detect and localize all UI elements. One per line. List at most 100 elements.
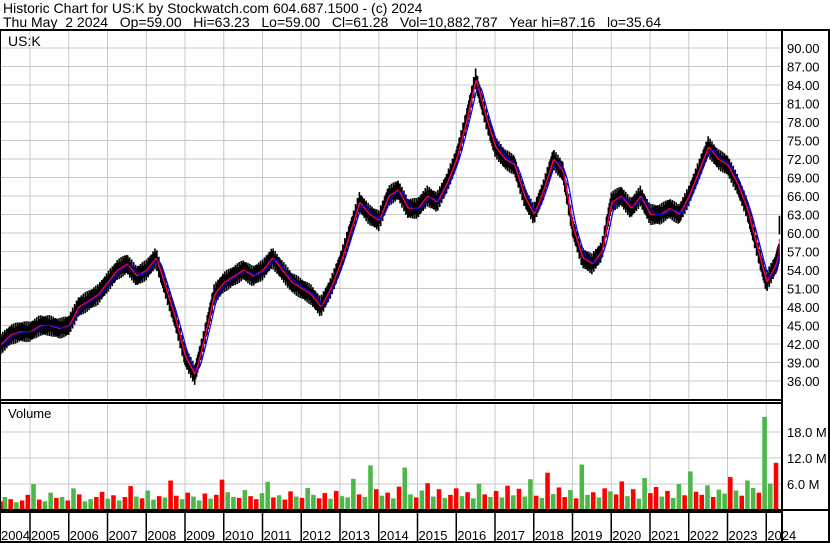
year-label: 2017 [496, 528, 525, 543]
volume-bar [705, 485, 710, 510]
volume-bar [402, 467, 408, 510]
volume-bar [25, 494, 31, 510]
volume-bar [596, 497, 602, 510]
price-tick-label: 72.00 [787, 152, 820, 167]
volume-bar [505, 485, 510, 510]
year-label: 2008 [147, 528, 176, 543]
volume-bar [693, 491, 699, 510]
year-label: 2012 [302, 528, 331, 543]
year-label: 2016 [457, 528, 486, 543]
volume-bar [99, 491, 105, 510]
volume-bar [648, 493, 653, 510]
volume-bar [636, 498, 642, 510]
volume-bar [431, 496, 436, 510]
volume-bar [608, 491, 613, 510]
volume-bar [682, 495, 687, 510]
volume-bar [453, 488, 459, 510]
volume-bar [471, 498, 476, 510]
volume-bar [413, 497, 419, 510]
volume-bar [676, 484, 682, 510]
volume-bar [602, 488, 607, 510]
volume-bar [305, 487, 310, 510]
volume-bar [213, 494, 219, 510]
volume-bar [71, 488, 76, 510]
year-label: 2024 [767, 528, 796, 543]
year-label: 2023 [729, 528, 758, 543]
price-tick-label: 69.00 [787, 171, 820, 186]
volume-bar [510, 495, 516, 510]
volume-bar [253, 499, 259, 510]
axis-labels: 36.00 39.00 42.00 45.00 48.00 51.00 54.00 57.00… [1, 41, 827, 543]
volume-bar [499, 497, 505, 510]
volume-bar [31, 484, 36, 510]
volume-bar [271, 497, 276, 510]
volume-bar [459, 496, 465, 510]
volume-bar [745, 480, 750, 510]
price-tick-label: 66.00 [787, 189, 820, 204]
year-label: 2004 [1, 528, 30, 543]
volume-bar [168, 480, 173, 510]
volume-bar [493, 490, 499, 510]
volume-bar [122, 497, 128, 510]
volume-bar [436, 489, 442, 510]
volume-bar [556, 487, 562, 510]
volume-bar [568, 490, 573, 510]
price-tick-label: 78.00 [787, 115, 820, 130]
volume-bar [545, 472, 550, 510]
volume-bar [88, 499, 93, 510]
volume-bar [236, 497, 242, 510]
volume-bar [116, 500, 122, 510]
volume-bar [299, 497, 305, 510]
volume-bar [448, 494, 453, 510]
year-label: 2011 [264, 528, 292, 543]
volume-bar [276, 495, 282, 510]
year-label: 2018 [535, 528, 564, 543]
volume-bar [14, 502, 19, 510]
price-tick-label: 54.00 [787, 263, 820, 278]
symbol-label: US:K [8, 33, 41, 49]
volume-bar [76, 494, 82, 510]
long-moving-average-line [0, 86, 780, 371]
volume-bar [522, 496, 527, 510]
volume-bar [385, 492, 390, 510]
price-tick-label: 87.00 [787, 60, 820, 75]
volume-bar [653, 487, 659, 510]
volume-bar [191, 496, 196, 510]
volume-bar [762, 416, 767, 510]
year-label: 2013 [341, 528, 370, 543]
short-moving-average-line [0, 80, 780, 375]
volume-bar [362, 497, 368, 510]
volume-bar [773, 462, 779, 510]
volume-bar [368, 465, 373, 510]
price-series [0, 68, 781, 385]
volume-bar [328, 498, 333, 510]
volume-bar [42, 501, 48, 510]
quote-summary: Thu May 2 2024 Op=59.00 Hi=63.23 Lo=59.0… [3, 14, 662, 30]
volume-bar [670, 497, 676, 510]
volume-bar [528, 479, 533, 510]
volume-bar [196, 500, 202, 510]
volume-bar [465, 492, 470, 510]
volume-bar [488, 497, 493, 510]
volume-bar [419, 490, 425, 510]
price-tick-label: 90.00 [787, 41, 820, 56]
volume-bar [733, 490, 739, 510]
volume-bar [768, 483, 773, 510]
year-label: 2014 [380, 528, 409, 543]
volume-bar [722, 493, 727, 510]
volume-bar [162, 497, 168, 510]
volume-bar [619, 481, 625, 510]
volume-bars [0, 416, 779, 510]
volume-bar [282, 499, 288, 510]
volume-bar [613, 494, 619, 510]
chart-title: Historic Chart for US:K by Stockwatch.co… [3, 0, 423, 16]
volume-bar [322, 493, 328, 510]
price-tick-label: 60.00 [787, 226, 820, 241]
volume-bar [339, 496, 345, 510]
volume-bar [231, 497, 236, 510]
volume-bar [259, 493, 265, 510]
year-label: 2010 [225, 528, 254, 543]
volume-bar [562, 497, 567, 510]
